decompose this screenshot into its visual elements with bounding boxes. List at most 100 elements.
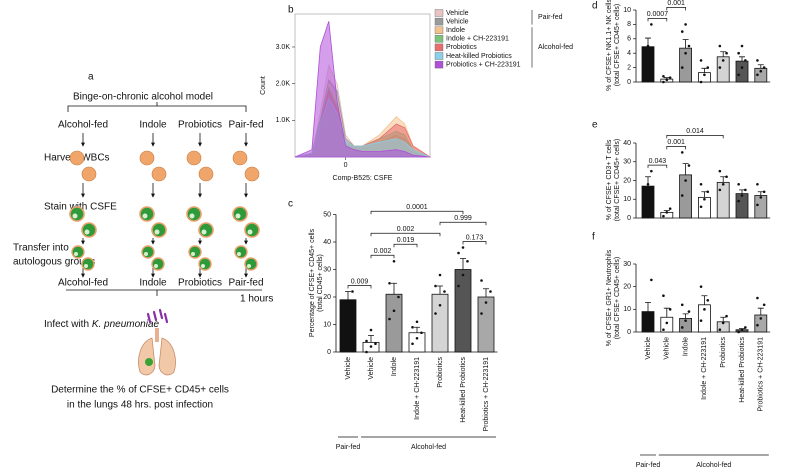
error-bar <box>701 67 708 73</box>
data-point <box>680 30 684 33</box>
pathogen: K. pneumoniae <box>92 319 160 330</box>
significance-bracket <box>462 241 487 245</box>
y-axis-label: (total CD45+ cells) <box>317 254 324 312</box>
lungs <box>138 328 176 376</box>
x-tick-label: Probiotics + CH-223191 <box>483 357 490 432</box>
stained-cell <box>81 222 97 238</box>
data-point <box>365 350 368 354</box>
panel-letter: b <box>288 5 294 16</box>
stained-cell <box>244 222 260 238</box>
legend-label: Probiotics + CH-223191 <box>446 61 521 68</box>
p-value: 0.001 <box>667 139 685 146</box>
data-point <box>756 182 759 186</box>
y-tick-label: 0 <box>627 79 631 86</box>
step-label: autologous groups <box>13 257 95 268</box>
data-point <box>484 301 488 304</box>
p-value: 0.173 <box>466 234 484 241</box>
group-label: Pair-fed <box>228 120 263 131</box>
data-point <box>725 51 728 55</box>
bar <box>716 181 730 219</box>
data-point <box>721 59 725 62</box>
x-tick-label: Indole + CH-223191 <box>701 337 708 400</box>
y-axis-label: % of CFSE+ CD3+ T cells <box>606 139 613 220</box>
error-bar <box>757 191 764 196</box>
data-point <box>369 328 373 332</box>
legend-swatch <box>434 52 444 60</box>
data-point <box>740 66 744 69</box>
legend-swatch <box>434 26 444 34</box>
significance-bracket <box>666 135 724 139</box>
stained-cell <box>141 245 155 259</box>
y-tick-label: 0 <box>327 349 331 356</box>
data-point <box>388 317 391 321</box>
group-label: Probiotics <box>178 120 222 131</box>
error-bar <box>483 288 489 297</box>
data-point <box>420 331 423 335</box>
data-point <box>756 59 759 62</box>
x-tick-label: Probiotics + CH-223191 <box>758 337 765 412</box>
cell <box>198 166 214 182</box>
p-value: 0.019 <box>397 237 415 244</box>
cell <box>69 150 85 166</box>
y-tick-label: 10 <box>623 7 631 14</box>
data-point <box>706 66 710 69</box>
data-point <box>411 342 414 346</box>
y-axis-label: Percentage of CFSE+ CD45+ cells <box>309 228 316 337</box>
data-point <box>699 205 703 209</box>
nucleus <box>84 229 90 235</box>
y-tick-label: 10 <box>323 321 331 328</box>
bar <box>735 193 749 219</box>
p-value: 0.043 <box>649 158 667 165</box>
cell <box>81 166 97 182</box>
significance-bracket <box>393 243 418 248</box>
nucleus <box>247 264 251 268</box>
error-bar <box>682 39 689 49</box>
infect-label: Infect with K. pneumoniae <box>44 319 160 330</box>
y-tick-label: 40 <box>623 140 631 147</box>
nucleus <box>189 213 195 219</box>
cell <box>232 150 248 166</box>
data-point <box>480 279 483 282</box>
data-point <box>665 211 669 214</box>
stained-cell <box>151 222 167 238</box>
x-tick-label: Indole <box>391 357 398 376</box>
data-point <box>737 199 740 203</box>
nucleus <box>154 264 158 268</box>
bar <box>454 269 472 353</box>
legend-label: Heat-killed Probiotics <box>446 53 512 60</box>
panel-letter: e <box>592 120 598 131</box>
error-bar <box>739 56 745 62</box>
legend-label: Probiotics <box>446 44 477 51</box>
data-point <box>759 317 763 320</box>
p-value: 0.002 <box>397 226 415 233</box>
group-label: Probiotics <box>178 278 222 289</box>
data-point <box>744 326 747 329</box>
data-point <box>687 310 691 313</box>
data-point <box>374 342 377 346</box>
p-value: 0.999 <box>454 215 472 222</box>
y-tick-label: 40 <box>323 239 331 246</box>
p-value: 0.0001 <box>406 204 428 211</box>
legend-swatch <box>434 35 444 43</box>
data-point <box>706 298 710 302</box>
y-axis-label: % of CFSE+ GR1+ Neutrophils <box>606 249 613 346</box>
error-bar <box>701 295 708 305</box>
data-point <box>759 196 763 199</box>
data-point <box>740 194 744 197</box>
group-label: Alcohol-fed <box>411 444 446 451</box>
legend-label: Indole + CH-223191 <box>446 36 509 43</box>
p-value: 0.002 <box>374 248 392 255</box>
group-label: Alcohol-fed <box>58 120 108 131</box>
data-point <box>725 314 728 318</box>
data-point <box>643 197 646 201</box>
nucleus <box>142 213 148 219</box>
stained-cell <box>232 206 248 222</box>
y-axis-label: % of CFSE+ NK1.1+ NK cells <box>606 0 613 91</box>
data-point <box>415 336 419 340</box>
data-point <box>643 59 646 62</box>
group-label: Alcohol-fed <box>58 278 108 289</box>
data-point <box>668 308 672 311</box>
bar <box>477 296 495 353</box>
data-point <box>703 73 706 77</box>
